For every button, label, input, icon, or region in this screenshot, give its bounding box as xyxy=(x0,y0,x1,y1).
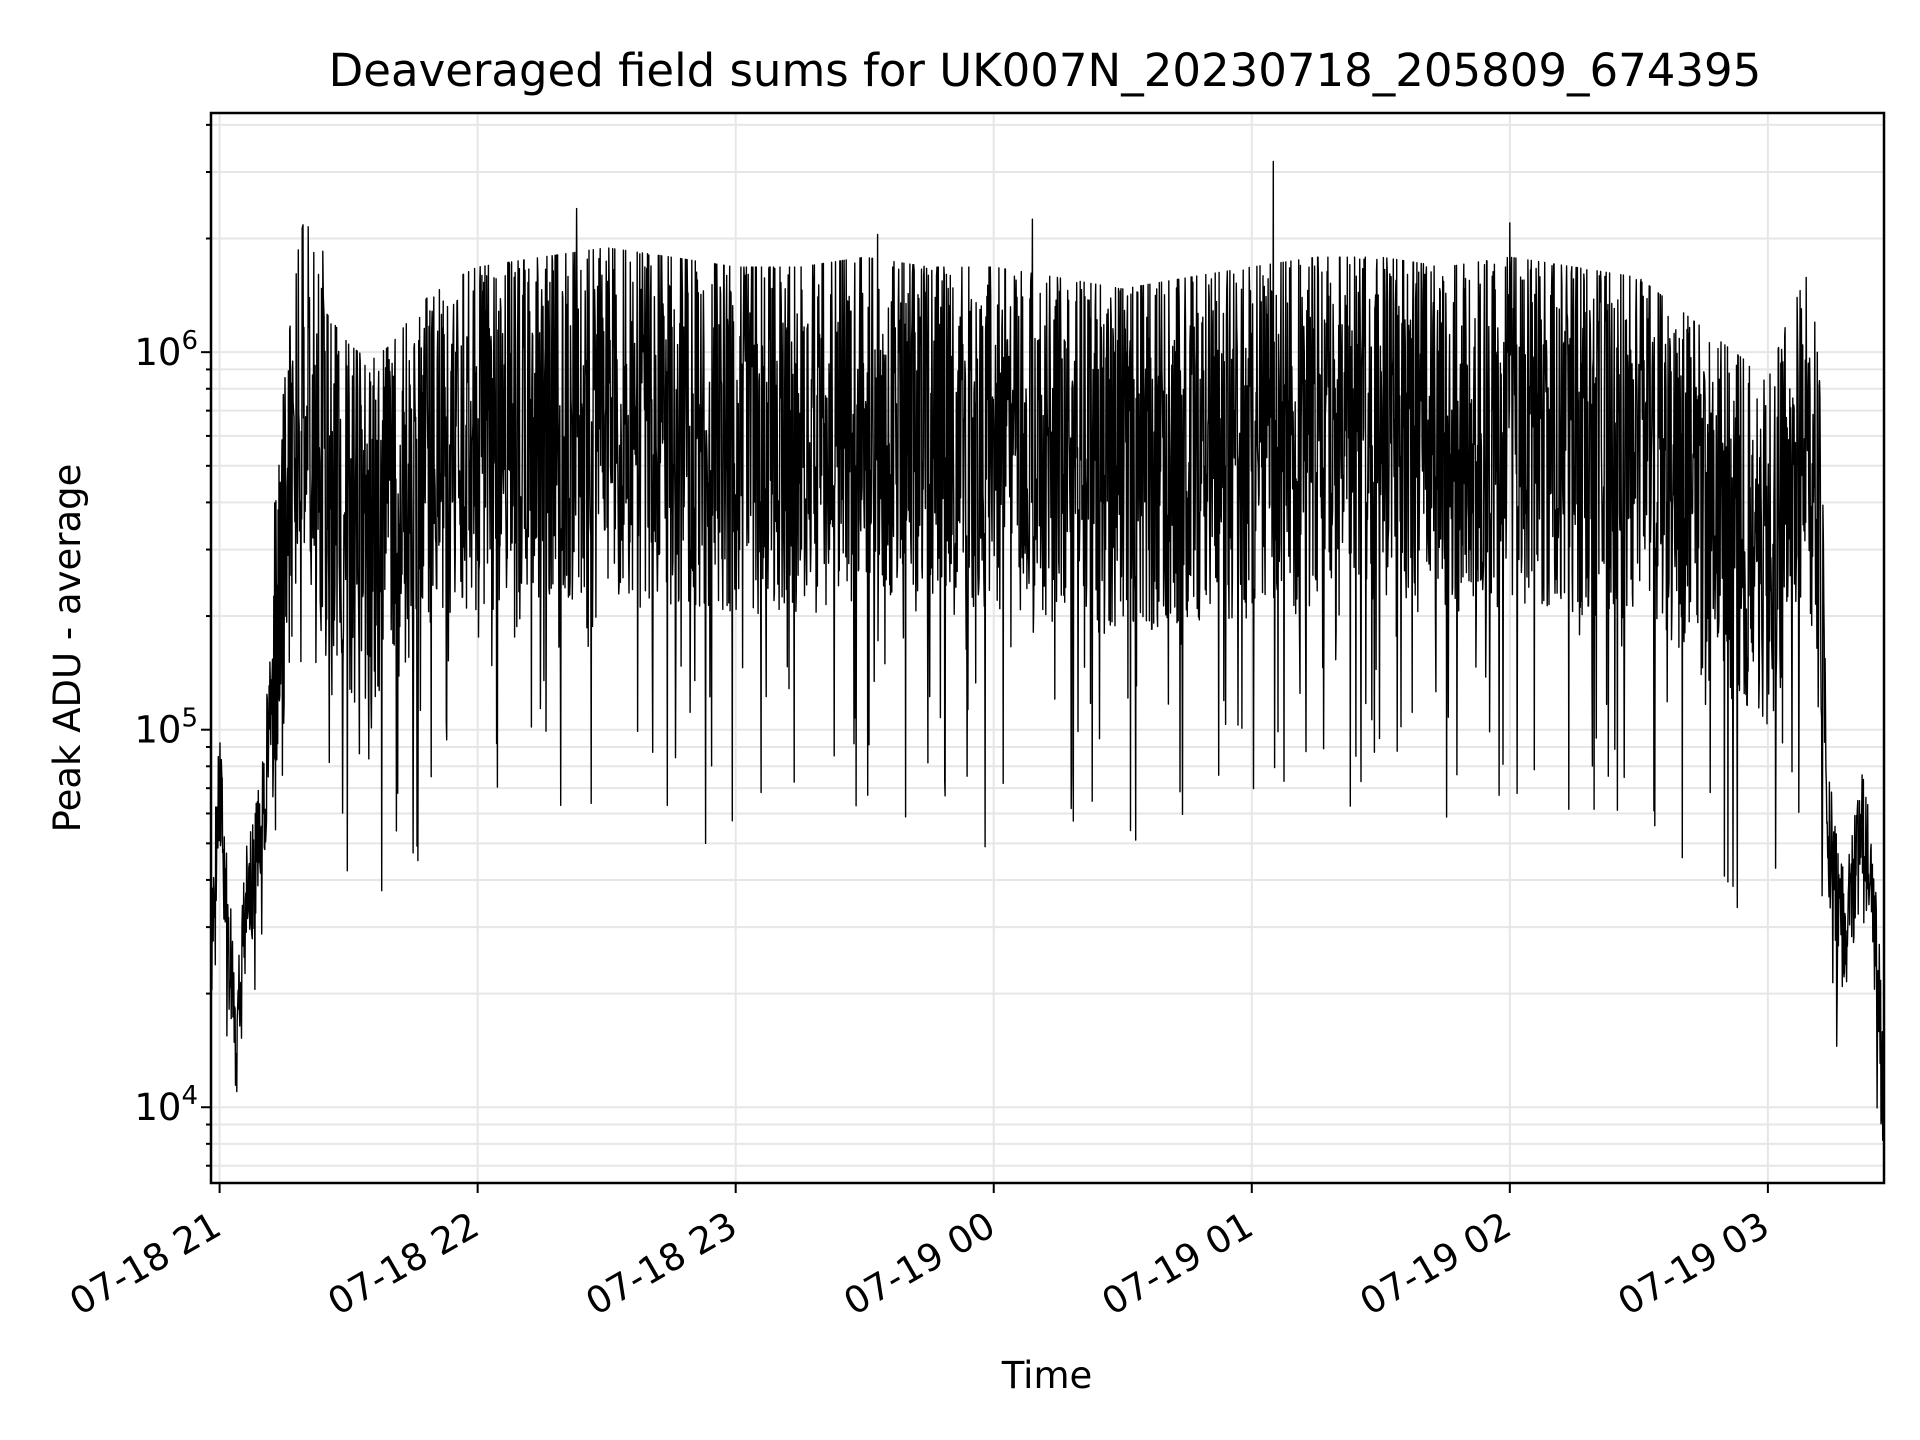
y-tick-label: 105 xyxy=(134,704,198,752)
chart-title: Deaveraged field sums for UK007N_2023071… xyxy=(329,44,1762,97)
y-tick-exponent: 4 xyxy=(181,1081,198,1111)
y-tick-base: 10 xyxy=(134,709,181,752)
axes-frame xyxy=(209,111,1886,1185)
x-tick-label: 07-19 03 xyxy=(1611,1204,1777,1324)
series-line xyxy=(210,160,1885,1184)
x-axis: 07-18 21 07-18 22 07-18 23 07-19 00 07-19 01… xyxy=(63,1183,1777,1324)
y-tick-base: 10 xyxy=(134,331,181,374)
x-tick-label: 07-19 01 xyxy=(1095,1204,1261,1324)
x-tick-label: 07-18 23 xyxy=(579,1204,745,1324)
gridlines xyxy=(211,113,1884,1183)
x-tick-label: 07-18 21 xyxy=(63,1204,229,1324)
y-tick-base: 10 xyxy=(134,1086,181,1129)
x-axis-label: Time xyxy=(1001,1354,1093,1397)
x-tick-label: 07-19 00 xyxy=(837,1204,1003,1324)
plot-area xyxy=(210,160,1885,1184)
y-tick-label: 104 xyxy=(134,1081,198,1129)
y-tick-label: 106 xyxy=(134,326,198,374)
y-tick-exponent: 6 xyxy=(181,326,198,356)
y-tick-exponent: 5 xyxy=(181,704,198,734)
x-tick-label: 07-18 22 xyxy=(321,1204,487,1324)
x-tick-label: 07-19 02 xyxy=(1353,1204,1519,1324)
y-axis-label: Peak ADU - average xyxy=(46,464,89,833)
